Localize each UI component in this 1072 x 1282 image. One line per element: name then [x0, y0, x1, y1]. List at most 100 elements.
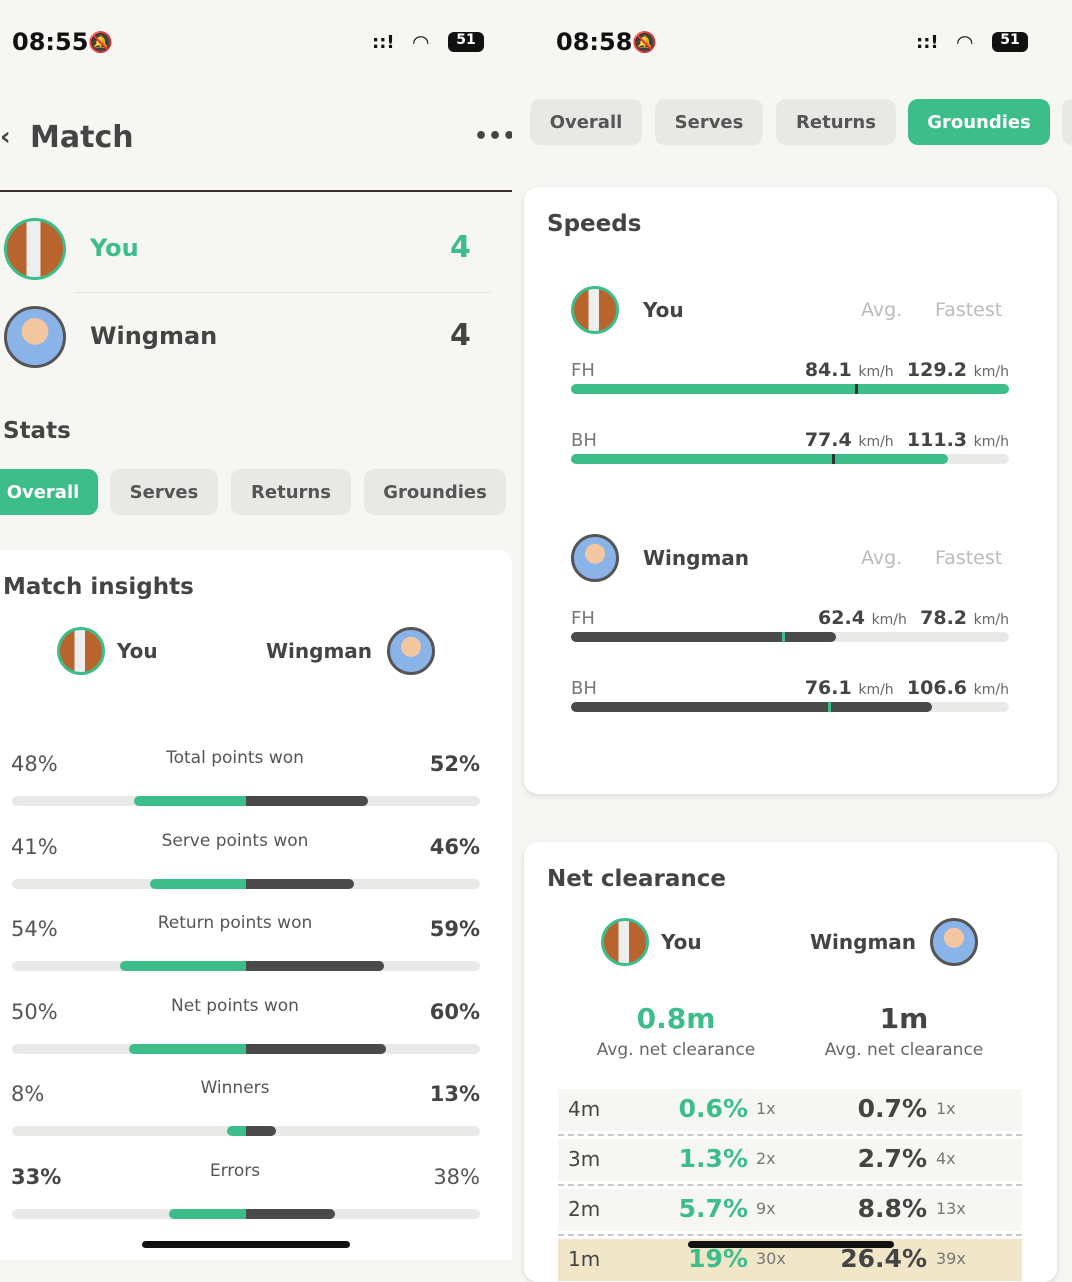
speeds-title: Speeds [547, 211, 642, 237]
avg-speed: 62.4 [818, 607, 865, 629]
insight-bar-you [133, 796, 246, 806]
insight-you-value: 41% [11, 834, 58, 859]
avatar-wingman [4, 306, 66, 368]
speed-player-name: Wingman [643, 546, 750, 570]
insight-you-value: 48% [11, 752, 58, 776]
divider [76, 292, 490, 293]
speed-values: 77.4 km/h 111.3 km/h [805, 429, 1009, 451]
fastest-header: Fastest [935, 547, 1003, 569]
tab-groundies[interactable]: Groundies [364, 469, 506, 515]
fastest-speed: 111.3 [906, 429, 968, 451]
fastest-speed: 129.2 [906, 359, 968, 381]
more-icon[interactable]: ••• [474, 124, 512, 149]
fastest-fill [571, 454, 949, 464]
row-divider [558, 1134, 1022, 1136]
you-count: 9x [756, 1199, 776, 1218]
signal-icon: ::! [916, 32, 939, 53]
opp-pct: 2.7% [857, 1144, 927, 1173]
you-avg-net-clearance: 0.8m [636, 1002, 716, 1035]
you-count: 2x [756, 1149, 776, 1168]
height-label: 4m [568, 1097, 601, 1121]
avg-speed: 84.1 [804, 359, 852, 381]
insight-bar-opp [246, 796, 368, 806]
avg-header: Avg. [861, 299, 903, 321]
speed-bar [571, 454, 1009, 464]
status-time: 08:58 [556, 28, 633, 56]
insights-you-label: You [117, 639, 158, 663]
net-opponent-label: Wingman [810, 930, 917, 954]
avatar-wingman [930, 918, 978, 966]
unit: km/h [871, 612, 907, 628]
signal-icon: ::! [372, 32, 395, 53]
insight-bar-you [129, 1043, 246, 1054]
avatar-wingman [387, 627, 435, 675]
insight-you-value: 8% [11, 1082, 45, 1106]
insight-label: Winners [200, 1078, 270, 1098]
you-avg-label: Avg. net clearance [596, 1040, 756, 1060]
unit: km/h [858, 434, 894, 450]
unit: km/h [973, 434, 1009, 450]
tab-overall[interactable]: Overall [0, 469, 98, 515]
insight-bar [12, 1208, 480, 1219]
net-clearance-title: Net clearance [547, 866, 726, 892]
opp-count: 4x [936, 1149, 956, 1168]
insight-bar-opp [246, 1126, 277, 1136]
avg-speed: 76.1 [804, 677, 852, 699]
insight-you-value: 54% [11, 917, 58, 941]
insight-label: Total points won [166, 748, 304, 768]
insight-opp-value: 38% [433, 1164, 480, 1189]
home-indicator [688, 1241, 894, 1248]
insight-opp-value: 52% [429, 752, 480, 776]
speed-bar [571, 384, 1009, 394]
net-you-label: You [661, 930, 702, 954]
height-label: 2m [568, 1197, 601, 1221]
tab-returns[interactable]: Returns [776, 99, 896, 145]
row-divider [558, 1234, 1022, 1236]
opp-pct: 26.4% [840, 1244, 927, 1273]
score-you: 4 [450, 230, 471, 265]
speed-values: 62.4 km/h 78.2 km/h [818, 607, 1009, 629]
insight-bar [12, 961, 480, 971]
opp-count: 13x [936, 1199, 966, 1218]
opp-pct: 8.8% [857, 1194, 927, 1223]
tab-overall[interactable]: Overall [530, 99, 642, 145]
opp-count: 39x [936, 1249, 966, 1268]
insight-bar-you [119, 961, 246, 971]
speeds-card: Speeds [524, 187, 1057, 794]
insight-bar-you [168, 1208, 246, 1219]
avatar-you [57, 627, 105, 675]
shot-label: BH [571, 678, 597, 699]
back-icon[interactable]: ‹ [0, 122, 11, 152]
tab-returns[interactable]: Returns [231, 469, 351, 515]
unit: km/h [858, 682, 894, 698]
unit: km/h [973, 682, 1009, 698]
you-pct: 5.7% [678, 1194, 748, 1223]
you-pct: 19% [688, 1244, 748, 1273]
tab-groundies[interactable]: Groundies [908, 99, 1050, 145]
insight-bar [12, 1043, 480, 1054]
shot-label: FH [571, 360, 595, 381]
net-clearance-row: 4m 0.6% 1x 0.7% 1x [558, 1089, 1022, 1131]
tab-more[interactable] [1062, 99, 1072, 145]
height-label: 1m [568, 1247, 601, 1271]
tab-serves[interactable]: Serves [655, 99, 763, 145]
avatar-you [571, 286, 619, 334]
avg-marker [855, 384, 859, 394]
insight-opp-value: 59% [429, 917, 480, 941]
home-indicator [142, 1241, 350, 1248]
insights-opponent-label: Wingman [266, 639, 373, 663]
insight-opp-value: 60% [429, 999, 480, 1024]
tab-serves[interactable]: Serves [110, 469, 218, 515]
shot-label: FH [571, 608, 595, 629]
opp-avg-label: Avg. net clearance [824, 1040, 984, 1060]
unit: km/h [858, 364, 894, 380]
wifi-icon: ◠ [412, 30, 430, 54]
stats-title: Stats [3, 418, 71, 444]
fastest-header: Fastest [935, 299, 1003, 321]
avg-marker [832, 454, 836, 464]
insight-you-value: 33% [11, 1164, 62, 1189]
row-divider [558, 1184, 1022, 1186]
avg-header: Avg. [861, 547, 903, 569]
you-count: 30x [756, 1249, 786, 1268]
avatar-you [4, 218, 66, 280]
